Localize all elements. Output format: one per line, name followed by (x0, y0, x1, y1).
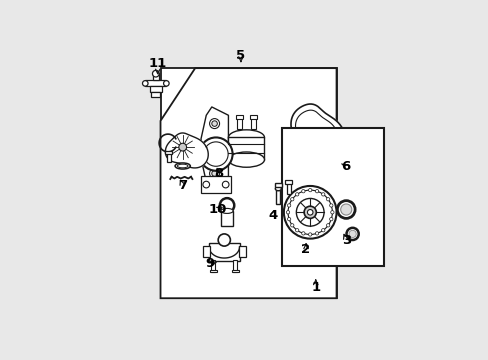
Circle shape (301, 189, 305, 193)
Circle shape (308, 188, 311, 192)
Bar (274, 183, 282, 187)
Circle shape (179, 143, 186, 151)
Bar (151, 92, 160, 97)
Text: 6: 6 (341, 160, 350, 173)
Circle shape (329, 217, 332, 221)
Bar (221, 211, 233, 226)
Ellipse shape (275, 187, 281, 191)
Circle shape (286, 211, 289, 214)
Circle shape (211, 121, 217, 126)
Text: 9: 9 (205, 257, 215, 270)
Bar (211, 260, 215, 272)
Circle shape (315, 232, 318, 235)
Circle shape (199, 138, 232, 171)
Text: 2: 2 (301, 243, 310, 256)
Circle shape (211, 171, 217, 176)
Text: 4: 4 (267, 208, 277, 221)
Circle shape (209, 144, 219, 153)
Circle shape (163, 81, 169, 86)
Bar (160, 68, 336, 298)
Circle shape (287, 190, 332, 234)
Circle shape (329, 204, 332, 207)
Text: 7: 7 (178, 179, 187, 193)
Circle shape (337, 201, 354, 219)
Circle shape (346, 228, 358, 240)
Text: 5: 5 (236, 49, 245, 62)
Ellipse shape (228, 130, 264, 145)
Circle shape (152, 70, 159, 77)
Circle shape (142, 81, 148, 86)
Polygon shape (290, 104, 345, 168)
Circle shape (326, 198, 329, 201)
Circle shape (330, 211, 333, 214)
Bar (233, 260, 237, 272)
Circle shape (284, 186, 336, 239)
Bar (276, 190, 280, 204)
Circle shape (220, 198, 234, 212)
Bar (251, 117, 255, 129)
Text: 10: 10 (208, 203, 226, 216)
Circle shape (211, 146, 217, 151)
Circle shape (308, 233, 311, 236)
Text: 3: 3 (341, 234, 350, 247)
Circle shape (290, 224, 293, 227)
Ellipse shape (228, 152, 264, 167)
Circle shape (209, 168, 219, 179)
Circle shape (295, 229, 298, 232)
Bar (202, 246, 209, 257)
Circle shape (340, 204, 351, 215)
Circle shape (315, 189, 318, 193)
Bar (285, 180, 292, 184)
Circle shape (304, 206, 316, 219)
Bar (209, 270, 216, 273)
Circle shape (321, 229, 324, 232)
Bar (166, 153, 170, 162)
Bar (145, 80, 166, 86)
Circle shape (290, 198, 293, 201)
Circle shape (222, 181, 228, 188)
Circle shape (326, 224, 329, 227)
Circle shape (287, 204, 290, 207)
Bar (249, 115, 257, 118)
Circle shape (203, 142, 228, 166)
Bar (231, 270, 239, 273)
Bar (200, 176, 231, 193)
Bar (237, 117, 241, 129)
Bar (149, 86, 162, 92)
Bar (153, 73, 158, 80)
Circle shape (218, 234, 230, 246)
Text: 1: 1 (310, 281, 320, 294)
Bar (286, 183, 290, 194)
Circle shape (203, 181, 209, 188)
Circle shape (287, 217, 290, 221)
Circle shape (296, 198, 324, 226)
Bar (282, 128, 383, 266)
Ellipse shape (177, 164, 187, 168)
Ellipse shape (221, 208, 233, 213)
Bar (239, 246, 245, 257)
Circle shape (209, 118, 219, 129)
Polygon shape (200, 107, 228, 190)
Polygon shape (160, 68, 336, 298)
Polygon shape (165, 133, 208, 168)
Circle shape (348, 230, 355, 238)
Circle shape (295, 193, 298, 196)
Circle shape (321, 193, 324, 196)
Bar (228, 138, 264, 159)
Text: 8: 8 (214, 167, 223, 180)
Circle shape (307, 210, 312, 215)
Ellipse shape (175, 163, 190, 169)
Circle shape (301, 232, 305, 235)
Text: 11: 11 (148, 58, 166, 71)
Bar (235, 115, 243, 118)
Bar (164, 151, 172, 153)
Bar (208, 243, 239, 261)
